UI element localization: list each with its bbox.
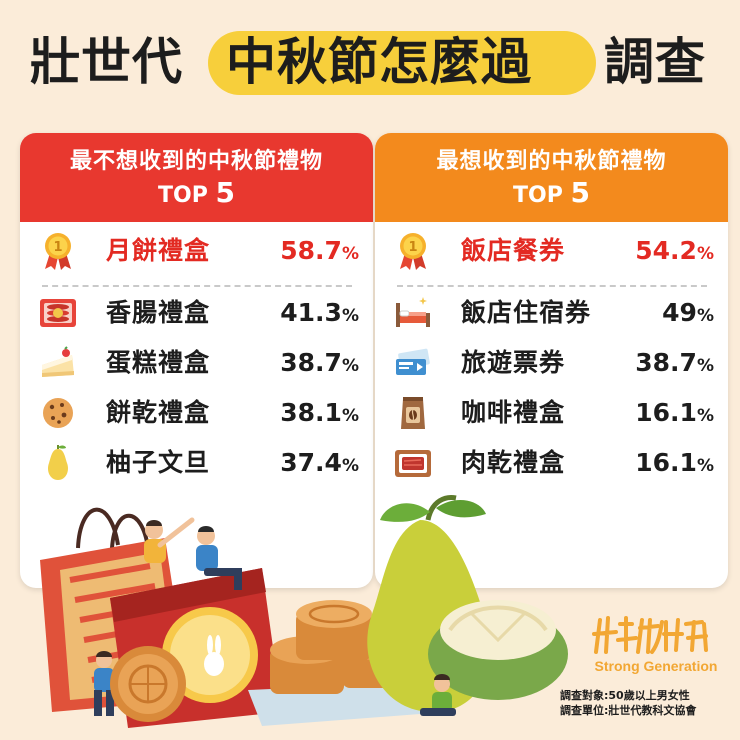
item-value: 16.1% xyxy=(635,396,714,433)
most-wanted-gifts-card: 最想收到的中秋節禮物 TOP 5 1 飯店餐券 54.2% 飯店住宿券 49% xyxy=(375,133,728,588)
item-value: 38.1% xyxy=(280,396,359,433)
value-unit: % xyxy=(341,306,359,326)
top-number: 5 xyxy=(215,176,235,209)
mooncake-plate-icon xyxy=(248,600,446,726)
travel-ticket-icon xyxy=(396,348,430,375)
title-part-1: 壯世代 xyxy=(30,33,183,91)
most-wanted-row-2: 飯店住宿券 49% xyxy=(375,290,728,336)
value-number: 38.7 xyxy=(635,348,697,377)
item-value: 16.1% xyxy=(635,446,714,483)
value-unit: % xyxy=(696,244,714,264)
title-part-3: 調查 xyxy=(604,33,706,91)
least-wanted-row-5: 柚子文旦 37.4% xyxy=(20,440,373,486)
divider xyxy=(397,285,707,287)
value-unit: % xyxy=(341,356,359,376)
top-text: TOP xyxy=(158,183,208,208)
value-number: 58.7 xyxy=(280,236,342,265)
value-number: 38.1 xyxy=(280,398,342,427)
value-number: 41.3 xyxy=(280,298,342,327)
value-number: 38.7 xyxy=(280,348,342,377)
person-relaxing-icon xyxy=(420,674,456,716)
sausage-box-icon xyxy=(40,299,76,327)
item-name: 柚子文旦 xyxy=(106,448,211,477)
page-title: 壯世代 中秋節怎麼過 調查 xyxy=(0,22,740,102)
item-name: 香腸禮盒 xyxy=(106,298,211,327)
value-number: 16.1 xyxy=(635,448,697,477)
most-wanted-row-4: 咖啡禮盒 16.1% xyxy=(375,390,728,436)
least-wanted-heading: 最不想收到的中秋節禮物 xyxy=(69,149,323,174)
least-wanted-row-2: 香腸禮盒 41.3% xyxy=(20,290,373,336)
cake-slice-icon xyxy=(42,346,74,377)
item-name: 飯店餐券 xyxy=(461,236,566,265)
svg-text:1: 1 xyxy=(53,240,62,255)
item-value: 58.7% xyxy=(280,234,359,271)
brand-mark-icon xyxy=(592,616,708,654)
top-number: 5 xyxy=(570,176,590,209)
item-name: 月餅禮盒 xyxy=(106,236,211,265)
item-value: 38.7% xyxy=(280,346,359,383)
coffee-bag-icon xyxy=(401,397,425,429)
value-unit: % xyxy=(696,356,714,376)
top-text: TOP xyxy=(513,183,563,208)
survey-notes: 調查對象:50歲以上男女性 調查單位:壯世代教科文協會 xyxy=(560,688,736,718)
survey-unit: 調查單位:壯世代教科文協會 xyxy=(560,704,697,717)
most-wanted-heading: 最想收到的中秋節禮物 xyxy=(436,149,667,174)
least-wanted-row-1: 1 月餅禮盒 58.7% xyxy=(20,228,373,274)
brand-logo: Strong Generation xyxy=(586,614,726,674)
title-highlight xyxy=(208,31,596,95)
item-name: 肉乾禮盒 xyxy=(461,448,566,477)
least-wanted-row-4: 餅乾禮盒 38.1% xyxy=(20,390,373,436)
item-name: 飯店住宿券 xyxy=(461,298,592,327)
hotel-bed-icon xyxy=(396,297,430,327)
cookie-icon xyxy=(43,398,73,428)
most-wanted-row-3: 旅遊票券 38.7% xyxy=(375,340,728,386)
pomelo-icon xyxy=(48,445,68,480)
brand-english: Strong Generation xyxy=(594,658,718,674)
value-number: 54.2 xyxy=(635,236,697,265)
medal-icon: 1 xyxy=(45,233,71,270)
item-value: 41.3% xyxy=(280,296,359,333)
most-wanted-header: 最想收到的中秋節禮物 TOP 5 xyxy=(375,133,728,222)
item-name: 餅乾禮盒 xyxy=(106,398,211,427)
value-number: 37.4 xyxy=(280,448,342,477)
title-part-2: 中秋節怎麼過 xyxy=(226,33,532,91)
least-wanted-gifts-card: 最不想收到的中秋節禮物 TOP 5 1 月餅禮盒 58.7% 香腸禮盒 41.3… xyxy=(20,133,373,588)
divider xyxy=(42,285,352,287)
least-wanted-row-3: 蛋糕禮盒 38.7% xyxy=(20,340,373,386)
least-wanted-header: 最不想收到的中秋節禮物 TOP 5 xyxy=(20,133,373,222)
value-unit: % xyxy=(696,456,714,476)
value-unit: % xyxy=(341,456,359,476)
value-unit: % xyxy=(696,406,714,426)
value-unit: % xyxy=(341,244,359,264)
value-number: 49 xyxy=(662,298,697,327)
item-name: 蛋糕禮盒 xyxy=(106,348,211,377)
pomelo-half-icon xyxy=(428,600,568,700)
item-name: 咖啡禮盒 xyxy=(461,398,566,427)
gift-box-icon xyxy=(110,568,282,728)
mooncake-icon xyxy=(110,646,186,722)
item-value: 38.7% xyxy=(635,346,714,383)
survey-subject: 調查對象:50歲以上男女性 xyxy=(560,689,690,702)
value-unit: % xyxy=(341,406,359,426)
least-wanted-top-label: TOP 5 xyxy=(20,177,373,212)
item-value: 49% xyxy=(662,296,714,333)
svg-text:1: 1 xyxy=(408,240,417,255)
item-name: 旅遊票券 xyxy=(461,348,566,377)
most-wanted-row-5: 肉乾禮盒 16.1% xyxy=(375,440,728,486)
value-unit: % xyxy=(696,306,714,326)
value-number: 16.1 xyxy=(635,398,697,427)
jerky-box-icon xyxy=(395,450,431,477)
medal-icon: 1 xyxy=(400,233,426,270)
most-wanted-top-label: TOP 5 xyxy=(375,177,728,212)
most-wanted-row-1: 1 飯店餐券 54.2% xyxy=(375,228,728,274)
item-value: 54.2% xyxy=(635,234,714,271)
person-standing-icon xyxy=(94,651,114,716)
item-value: 37.4% xyxy=(280,446,359,483)
